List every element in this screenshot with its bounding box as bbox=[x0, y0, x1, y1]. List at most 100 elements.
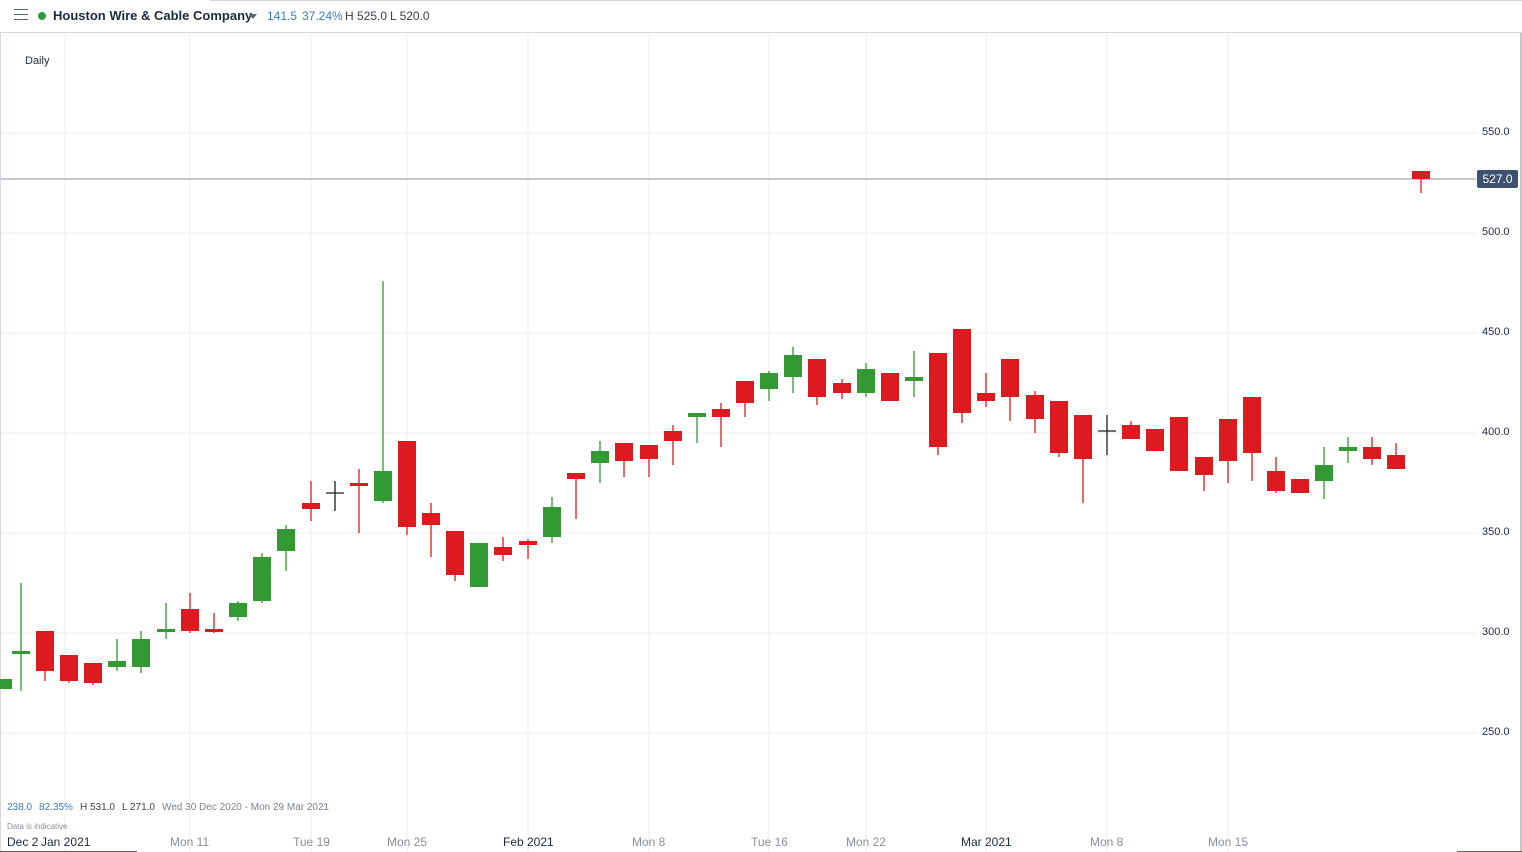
x-axis-label: Jan 2021 bbox=[41, 835, 91, 849]
candle[interactable] bbox=[277, 525, 295, 571]
header-high: H 525.0 bbox=[345, 9, 388, 23]
x-axis-label: Dec 2 bbox=[7, 835, 39, 849]
candle[interactable] bbox=[784, 347, 802, 393]
candle[interactable] bbox=[664, 425, 682, 465]
candle[interactable] bbox=[60, 655, 78, 683]
candle[interactable] bbox=[494, 537, 512, 561]
horizontal-gridlines bbox=[1, 132, 1476, 734]
candle[interactable] bbox=[977, 373, 995, 407]
interval-label[interactable]: Daily bbox=[25, 55, 50, 67]
candle[interactable] bbox=[84, 663, 102, 685]
x-axis-label: Mon 25 bbox=[387, 835, 428, 849]
x-axis-label: Feb 2021 bbox=[503, 835, 554, 849]
market-status-dot-icon bbox=[38, 12, 46, 20]
candle[interactable] bbox=[1267, 457, 1285, 493]
candle[interactable] bbox=[302, 481, 320, 521]
candle[interactable] bbox=[1146, 429, 1164, 451]
candle[interactable] bbox=[108, 639, 126, 671]
candle[interactable] bbox=[1026, 391, 1044, 433]
x-axis-label: Tue 16 bbox=[751, 835, 788, 849]
candle[interactable] bbox=[1098, 415, 1116, 455]
x-axis-label: Mon 8 bbox=[1090, 835, 1124, 849]
candle[interactable] bbox=[543, 497, 561, 543]
hamburger-menu-icon[interactable] bbox=[14, 9, 28, 21]
candle[interactable] bbox=[1243, 397, 1261, 481]
candle[interactable] bbox=[253, 553, 271, 603]
range-low: L 271.0 bbox=[121, 802, 155, 813]
candle[interactable] bbox=[1170, 417, 1188, 471]
y-axis-label: 500.0 bbox=[1482, 226, 1510, 238]
chart-right-border[interactable] bbox=[1520, 33, 1522, 852]
candle[interactable] bbox=[1339, 437, 1357, 463]
candle[interactable] bbox=[1387, 443, 1405, 469]
candle[interactable] bbox=[640, 445, 658, 477]
instrument-selector[interactable]: Houston Wire & Cable Company bbox=[53, 8, 253, 23]
candle[interactable] bbox=[1122, 421, 1140, 439]
x-axis-label: Mar 2021 bbox=[961, 835, 1012, 849]
candle[interactable] bbox=[1195, 457, 1213, 491]
y-axis-label: 300.0 bbox=[1482, 626, 1510, 638]
y-axis-label: 250.0 bbox=[1482, 726, 1510, 738]
data-disclaimer: Data is indicative bbox=[7, 822, 68, 831]
x-axis-label: Tue 19 bbox=[293, 835, 330, 849]
x-axis-label: Mon 11 bbox=[170, 835, 210, 849]
candle[interactable] bbox=[132, 631, 150, 673]
header-change: 141.5 bbox=[267, 9, 298, 23]
candle[interactable] bbox=[953, 329, 971, 423]
candle[interactable] bbox=[1363, 437, 1381, 465]
x-axis-label: Mon 22 bbox=[846, 835, 887, 849]
candle[interactable] bbox=[326, 481, 344, 511]
y-axis-label: 450.0 bbox=[1482, 326, 1510, 338]
header-divider bbox=[210, 0, 1522, 1]
candle[interactable] bbox=[350, 469, 368, 533]
candle[interactable] bbox=[1050, 401, 1068, 457]
candle[interactable] bbox=[470, 543, 488, 587]
candle[interactable] bbox=[833, 379, 851, 399]
candle[interactable] bbox=[1412, 171, 1430, 193]
candle[interactable] bbox=[736, 381, 754, 417]
candles bbox=[0, 171, 1430, 691]
candle[interactable] bbox=[519, 539, 537, 559]
chart-left-border bbox=[0, 33, 1, 852]
candle[interactable] bbox=[0, 679, 12, 689]
candle[interactable] bbox=[157, 603, 175, 639]
candle[interactable] bbox=[446, 531, 464, 581]
candle[interactable] bbox=[808, 359, 826, 405]
chart-header: Houston Wire & Cable Company 141.5 37.24… bbox=[0, 0, 1522, 33]
candle[interactable] bbox=[857, 363, 875, 397]
candle[interactable] bbox=[36, 631, 54, 681]
candle[interactable] bbox=[591, 441, 609, 483]
candle[interactable] bbox=[1315, 447, 1333, 499]
candle[interactable] bbox=[881, 373, 899, 401]
candle[interactable] bbox=[615, 443, 633, 477]
candle[interactable] bbox=[1074, 415, 1092, 503]
range-high: H 531.0 bbox=[79, 802, 115, 813]
candle[interactable] bbox=[760, 371, 778, 401]
x-axis-label: Mon 15 bbox=[1208, 835, 1249, 849]
range-change: 238.0 bbox=[7, 802, 33, 813]
candle[interactable] bbox=[374, 281, 392, 503]
y-axis-label: 350.0 bbox=[1482, 526, 1510, 538]
chevron-down-icon[interactable] bbox=[249, 14, 257, 19]
candle[interactable] bbox=[905, 351, 923, 397]
candle[interactable] bbox=[1291, 479, 1309, 493]
x-axis-label: Mon 8 bbox=[632, 835, 666, 849]
current-price-tag: 527.0 bbox=[1477, 170, 1518, 188]
candle[interactable] bbox=[929, 353, 947, 455]
candle[interactable] bbox=[398, 441, 416, 535]
candle[interactable] bbox=[1001, 359, 1019, 421]
y-axis-label: 400.0 bbox=[1482, 426, 1510, 438]
candle[interactable] bbox=[12, 583, 30, 691]
range-change-pct: 82.35% bbox=[39, 802, 73, 813]
candle[interactable] bbox=[712, 403, 730, 447]
candle[interactable] bbox=[567, 473, 585, 519]
candle[interactable] bbox=[229, 601, 247, 621]
candle[interactable] bbox=[205, 613, 223, 633]
candle[interactable] bbox=[422, 503, 440, 557]
candle[interactable] bbox=[1219, 419, 1237, 483]
candle[interactable] bbox=[688, 413, 706, 443]
candlestick-chart[interactable] bbox=[0, 33, 1522, 852]
y-axis-label: 550.0 bbox=[1482, 126, 1510, 138]
candle[interactable] bbox=[181, 593, 199, 633]
header-change-pct: 37.24% bbox=[302, 9, 343, 23]
